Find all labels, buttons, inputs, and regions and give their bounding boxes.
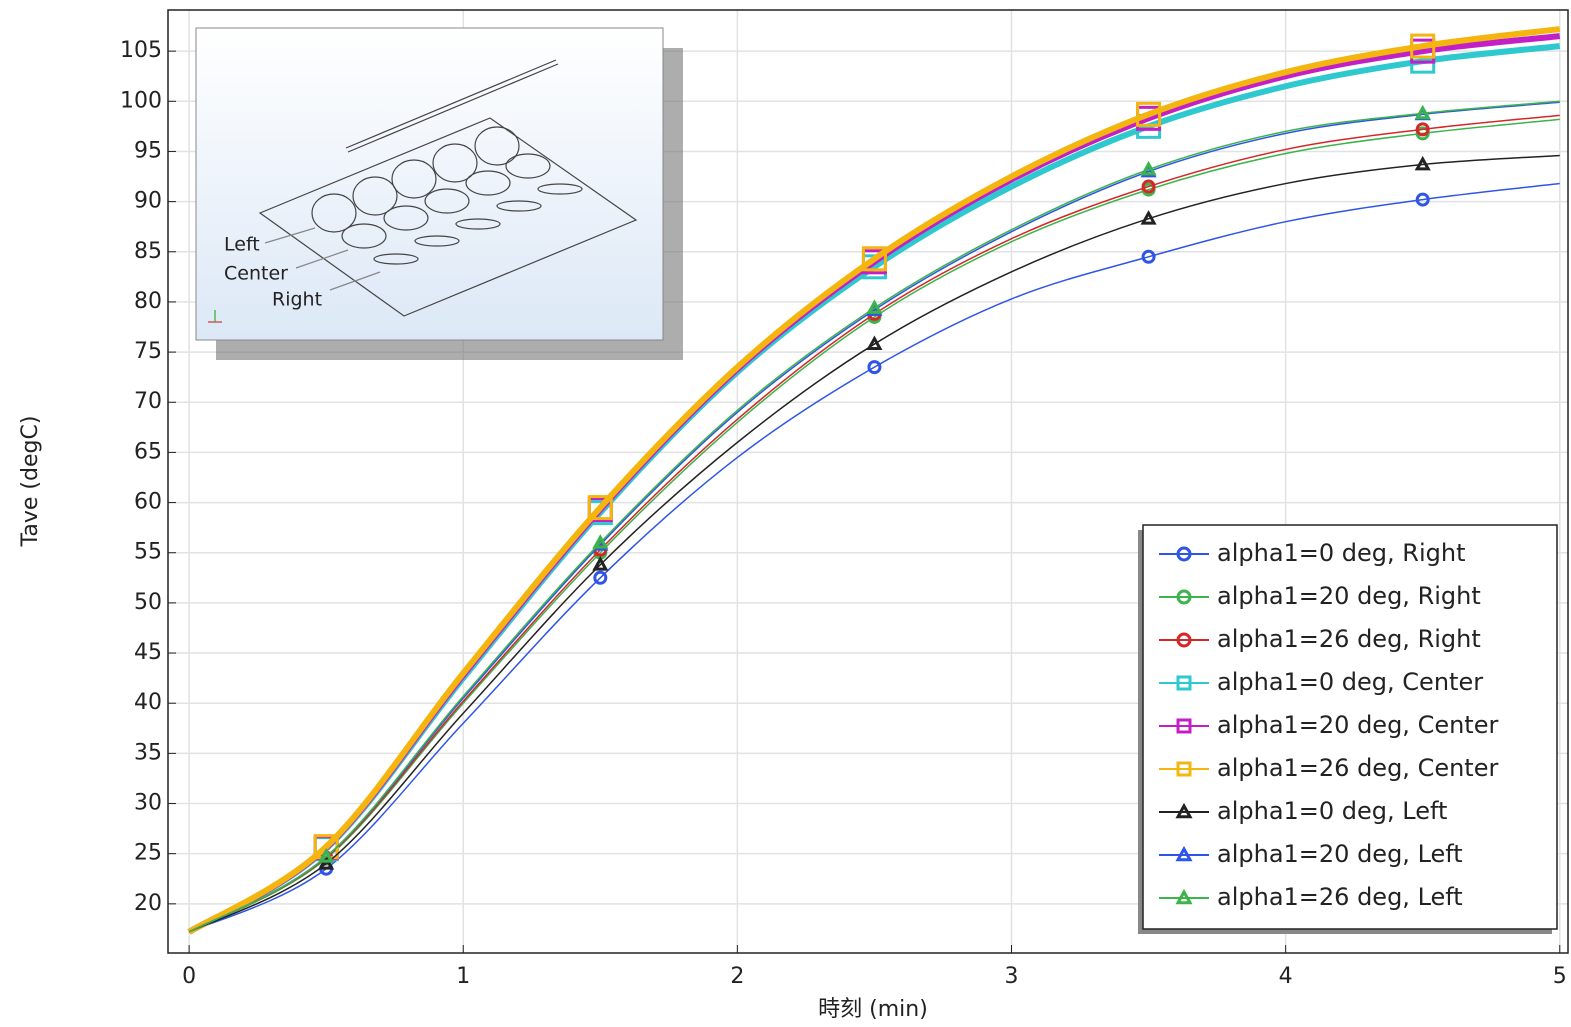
legend-label: alpha1=26 deg, Right — [1217, 625, 1481, 653]
y-tick-label: 65 — [134, 439, 162, 464]
inset-label: Right — [272, 289, 322, 311]
x-tick-label: 4 — [1279, 964, 1293, 989]
y-tick-label: 105 — [120, 38, 162, 63]
legend: alpha1=0 deg, Right alpha1=20 deg, Right a… — [1138, 525, 1557, 934]
y-tick-label: 25 — [134, 841, 162, 866]
y-tick-label: 30 — [134, 791, 162, 816]
inset: Left Center Right — [196, 28, 683, 360]
inset-panel — [196, 28, 663, 340]
legend-label: alpha1=20 deg, Left — [1217, 840, 1463, 868]
y-tick-label: 95 — [134, 138, 162, 163]
y-tick-label: 70 — [134, 389, 162, 414]
y-tick-label: 55 — [134, 540, 162, 565]
y-tick-label: 75 — [134, 339, 162, 364]
y-tick-label: 80 — [134, 289, 162, 314]
inset-label: Left — [224, 234, 260, 256]
legend-label: alpha1=0 deg, Left — [1217, 797, 1447, 825]
x-tick-label: 2 — [730, 964, 744, 989]
x-tick-label: 5 — [1553, 964, 1567, 989]
y-tick-label: 100 — [120, 88, 162, 113]
legend-label: alpha1=20 deg, Right — [1217, 582, 1481, 610]
y-tick-label: 85 — [134, 239, 162, 264]
legend-label: alpha1=26 deg, Center — [1217, 754, 1498, 782]
y-tick-label: 90 — [134, 189, 162, 214]
x-tick-label: 3 — [1005, 964, 1019, 989]
x-tick-label: 0 — [182, 964, 196, 989]
chart: 2025303540455055606570758085909510010501… — [0, 0, 1571, 1027]
y-tick-label: 40 — [134, 690, 162, 715]
y-tick-label: 45 — [134, 640, 162, 665]
y-axis-label: Tave (degC) — [18, 416, 43, 548]
legend-label: alpha1=0 deg, Center — [1217, 668, 1483, 696]
y-tick-label: 50 — [134, 590, 162, 615]
legend-label: alpha1=26 deg, Left — [1217, 883, 1463, 911]
y-tick-label: 35 — [134, 740, 162, 765]
y-tick-label: 60 — [134, 490, 162, 515]
legend-label: alpha1=0 deg, Right — [1217, 539, 1466, 567]
legend-label: alpha1=20 deg, Center — [1217, 711, 1498, 739]
x-axis-label: 時刻 (min) — [818, 997, 928, 1022]
inset-label: Center — [224, 263, 288, 285]
x-tick-label: 1 — [456, 964, 470, 989]
y-tick-label: 20 — [134, 891, 162, 916]
